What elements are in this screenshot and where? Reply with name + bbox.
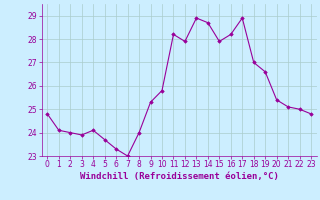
X-axis label: Windchill (Refroidissement éolien,°C): Windchill (Refroidissement éolien,°C) (80, 172, 279, 181)
